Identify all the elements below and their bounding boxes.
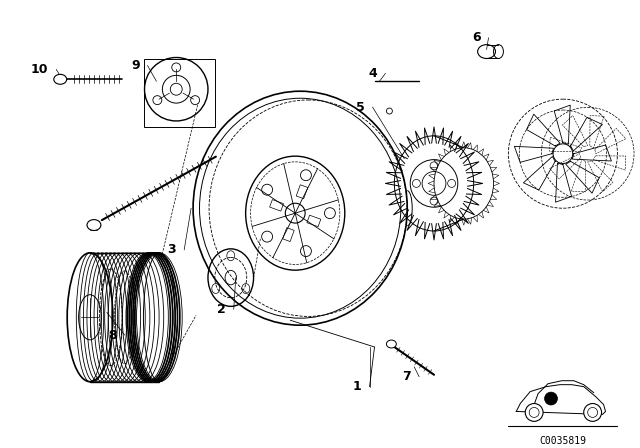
Text: 3: 3 bbox=[168, 243, 176, 256]
Circle shape bbox=[584, 404, 602, 422]
Polygon shape bbox=[516, 385, 605, 414]
Bar bbox=[307, 215, 321, 227]
Text: 6: 6 bbox=[472, 31, 481, 44]
Circle shape bbox=[387, 108, 392, 114]
Bar bbox=[269, 200, 284, 211]
Text: 8: 8 bbox=[108, 328, 116, 342]
Text: 4: 4 bbox=[369, 67, 378, 80]
Ellipse shape bbox=[387, 340, 396, 348]
Text: 5: 5 bbox=[356, 100, 365, 114]
Bar bbox=[296, 185, 308, 198]
Text: 9: 9 bbox=[131, 59, 140, 72]
Ellipse shape bbox=[54, 74, 67, 84]
Ellipse shape bbox=[87, 220, 101, 231]
Text: 1: 1 bbox=[353, 380, 362, 393]
Text: 10: 10 bbox=[31, 63, 49, 76]
Text: 7: 7 bbox=[403, 370, 412, 383]
Bar bbox=[143, 60, 215, 127]
Text: 2: 2 bbox=[217, 303, 226, 316]
Text: C0035819: C0035819 bbox=[540, 436, 586, 446]
Bar bbox=[283, 228, 294, 241]
Circle shape bbox=[545, 392, 557, 405]
Circle shape bbox=[525, 404, 543, 422]
